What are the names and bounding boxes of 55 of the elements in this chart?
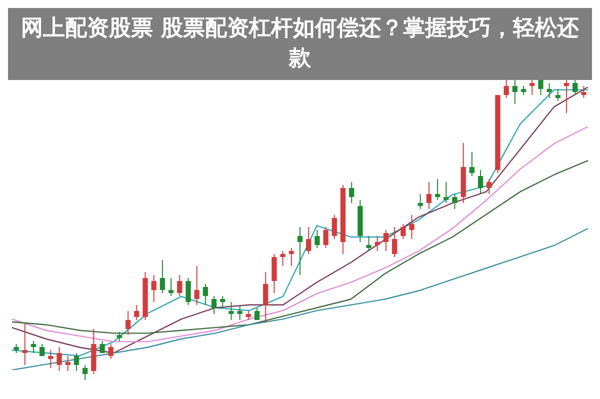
- candlestick: [263, 272, 268, 324]
- candlestick: [555, 88, 560, 102]
- candlestick: [504, 80, 509, 98]
- candlestick: [530, 80, 535, 96]
- candlestick: [177, 274, 182, 296]
- candlestick: [288, 248, 294, 266]
- candlestick: [366, 236, 372, 252]
- candlestick: [409, 214, 414, 240]
- candlestick: [108, 344, 114, 360]
- candlestick: [426, 182, 432, 210]
- candlestick: [202, 284, 208, 306]
- candlestick: [332, 214, 337, 240]
- candlestick: [272, 254, 277, 294]
- candlestick: [444, 182, 449, 204]
- candlestick: [186, 278, 191, 306]
- candlestick: [546, 82, 552, 98]
- candlestick: [478, 170, 484, 194]
- candlestick: [538, 80, 544, 96]
- candlestick: [48, 350, 54, 368]
- candlestick: [65, 356, 70, 372]
- candlestick: [581, 86, 586, 98]
- candlestick: [452, 194, 458, 210]
- candlestick: [564, 80, 570, 114]
- candlestick: [160, 260, 166, 294]
- candlestick: [211, 296, 217, 314]
- candlestick: [383, 230, 389, 252]
- candlestick: [297, 226, 303, 276]
- candlestick: [56, 346, 62, 372]
- candlestick: [400, 224, 406, 240]
- chart-title: 网上配资股票 股票配资杠杆如何偿还？掌握技巧，轻松还款: [8, 8, 592, 80]
- candlestick: [134, 304, 140, 320]
- candlestick: [486, 178, 492, 194]
- candlestick: [220, 296, 226, 308]
- candlestick: [74, 352, 80, 372]
- candlestick: [314, 230, 320, 248]
- candlestick: [323, 226, 328, 248]
- candlestick: [22, 322, 28, 366]
- candlestick: [280, 250, 286, 266]
- candlestick: [418, 194, 423, 210]
- candlestick: [306, 226, 312, 254]
- candlestick: [151, 274, 156, 302]
- candlestick: [82, 364, 88, 380]
- candlestick: [434, 178, 440, 200]
- candlestick: [374, 236, 380, 252]
- candlestick: [30, 340, 36, 354]
- candlestick: [572, 80, 578, 96]
- candlestick: [228, 302, 234, 320]
- candlestick: [392, 226, 398, 258]
- candlestick: [469, 152, 475, 176]
- candlestick: [512, 80, 518, 104]
- candlestick: [194, 266, 200, 306]
- candlestick: [125, 310, 131, 336]
- candlestick: [349, 182, 354, 204]
- candlestick: [237, 304, 242, 320]
- candlestick: [168, 278, 174, 296]
